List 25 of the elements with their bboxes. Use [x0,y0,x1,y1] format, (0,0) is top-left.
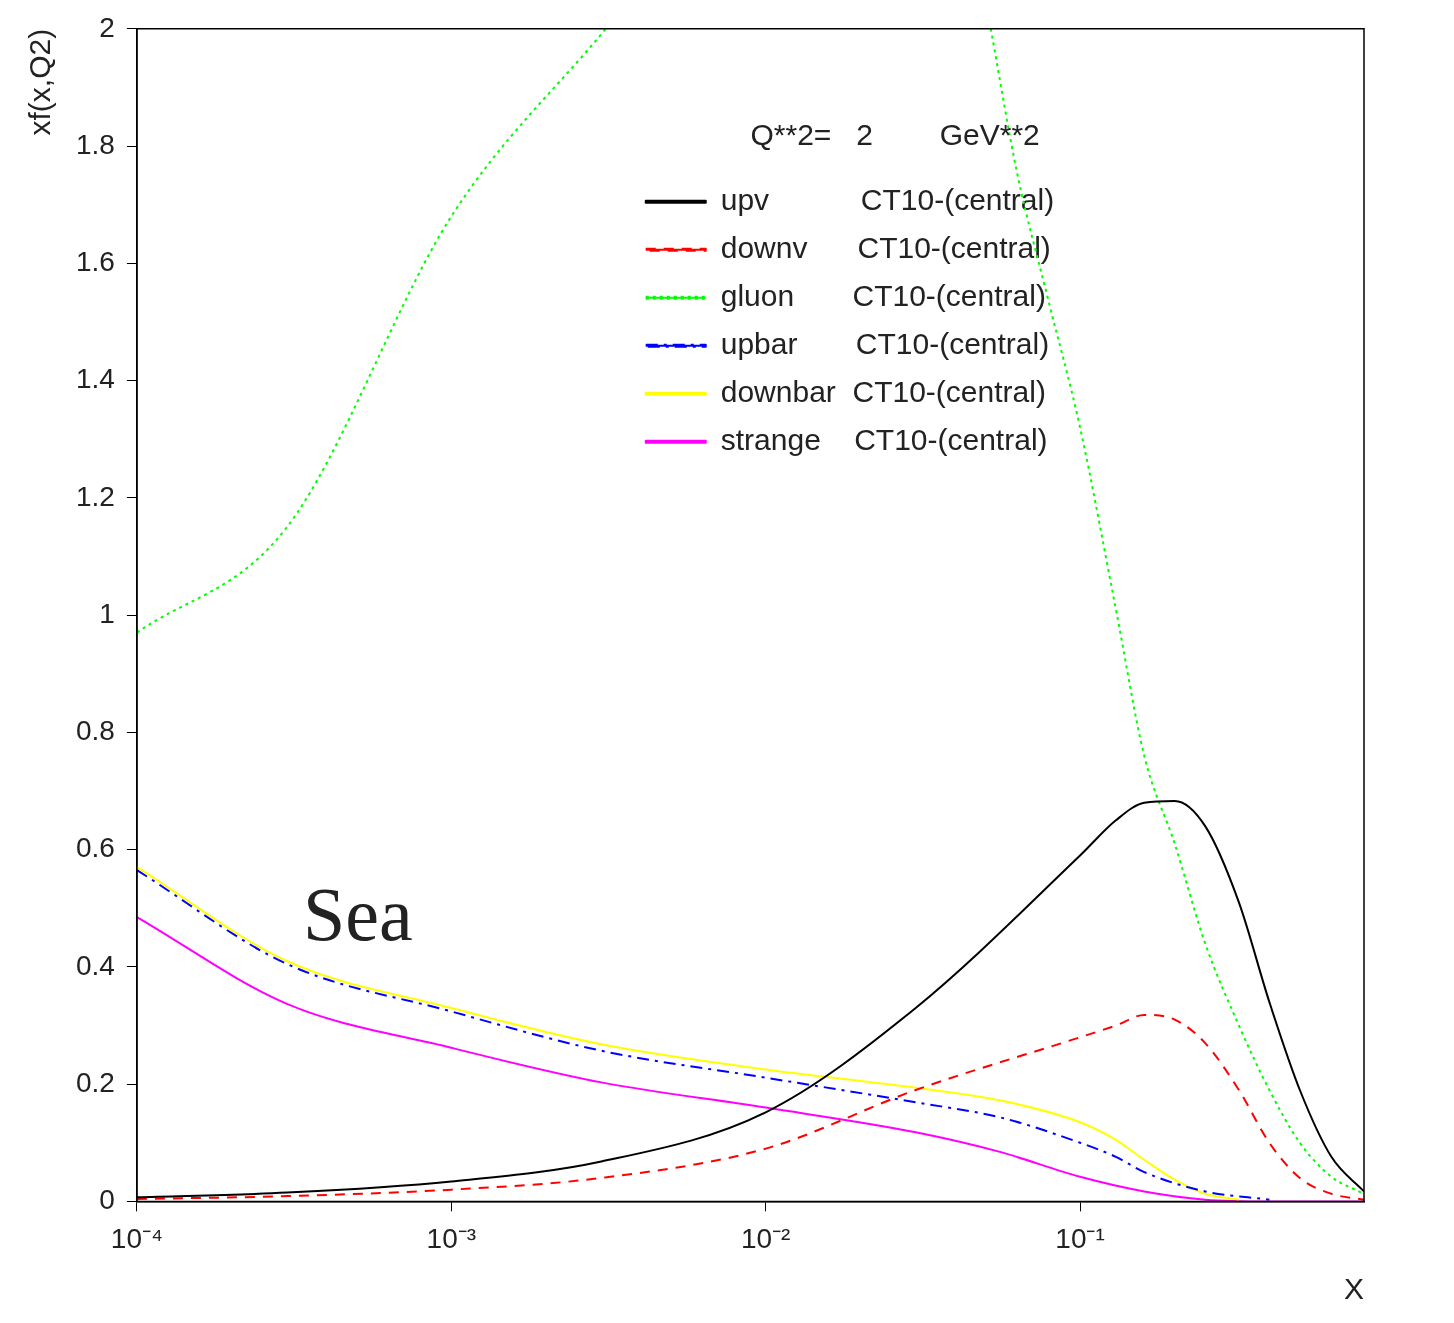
annotation: Q**2= 2 GeV**2 [750,118,1040,152]
annotation: Sea [302,871,413,956]
y-tick-label: 2 [99,11,115,43]
y-tick-label: 0 [99,1184,115,1216]
legend-label: upv CT10-(central) [720,183,1055,217]
y-tick-label: 0.6 [75,832,115,864]
legend-label: gluon CT10-(central) [720,279,1046,313]
x-tick-label: 10⁻¹ [1055,1222,1105,1254]
y-tick-label: 1 [99,597,115,629]
x-tick-label: 10⁻³ [426,1222,477,1254]
legend-label: downv CT10-(central) [720,231,1051,265]
legend-label: upbar CT10-(central) [720,327,1050,361]
y-tick-label: 1.6 [75,246,115,278]
y-tick-label: 0.8 [75,715,115,747]
x-tick-label: 10⁻² [740,1222,791,1254]
y-tick-label: 1.2 [75,480,115,512]
x-tick-label: 10⁻⁴ [110,1222,164,1254]
y-axis-title: xf(x,Q2) [23,28,57,136]
y-tick-label: 1.4 [75,363,115,395]
x-axis-title: X [1343,1272,1364,1306]
legend-label: strange CT10-(central) [720,423,1048,457]
y-tick-label: 0.2 [75,1066,115,1098]
legend-label: downbar CT10-(central) [720,375,1046,409]
y-tick-label: 1.8 [75,128,115,160]
y-tick-label: 0.4 [75,949,115,981]
